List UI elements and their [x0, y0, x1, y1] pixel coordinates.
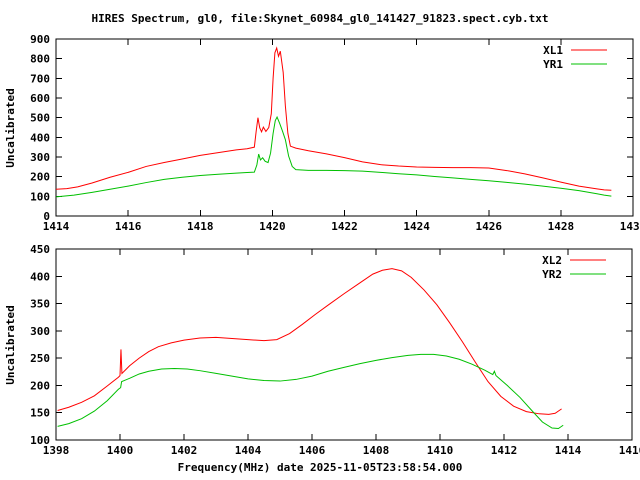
- x-tick-label: 1424: [403, 220, 430, 233]
- y-tick-label: 400: [30, 270, 50, 283]
- y-tick-label: 250: [30, 352, 50, 365]
- legend-label-XL1: XL1: [543, 44, 563, 57]
- x-tick-label: 1410: [427, 444, 454, 457]
- x-tick-label: 1426: [476, 220, 503, 233]
- x-tick-label: 1416: [115, 220, 142, 233]
- x-tick-label: 1416: [619, 444, 640, 457]
- y-tick-label: 300: [30, 151, 50, 164]
- x-tick-label: 1398: [43, 444, 70, 457]
- y-tick-label: 300: [30, 325, 50, 338]
- y-tick-label: 700: [30, 72, 50, 85]
- y-tick-label: 100: [30, 190, 50, 203]
- x-tick-label: 1414: [43, 220, 70, 233]
- plot-border: [55, 248, 633, 441]
- series-line-YR1: [55, 115, 612, 198]
- y-tick-label: 800: [30, 53, 50, 66]
- x-tick-label: 1420: [259, 220, 286, 233]
- x-tick-label: 1422: [331, 220, 358, 233]
- y-tick-label: 500: [30, 112, 50, 125]
- bottom-spectrum-panel: 1398 1400 1402 1404 1406 1408 1410 1412 1414 1416…: [30, 243, 640, 457]
- series-line-YR2: [57, 353, 564, 430]
- y-tick-label: 200: [30, 379, 50, 392]
- y-tick-label: 900: [30, 33, 50, 46]
- series-line-XL2: [57, 268, 562, 415]
- x-tick-label: 1406: [299, 444, 326, 457]
- y-tick-label: 0: [43, 210, 50, 223]
- y-tick-label: 200: [30, 171, 50, 184]
- x-tick-label: 1414: [555, 444, 582, 457]
- legend-label-YR1: YR1: [543, 58, 563, 71]
- top-y-axis-label: Uncalibrated: [4, 88, 17, 167]
- x-tick-label: 1412: [491, 444, 518, 457]
- legend-label-XL2: XL2: [542, 254, 562, 267]
- y-tick-label: 450: [30, 243, 50, 256]
- series-line-XL1: [55, 46, 612, 191]
- x-tick-label: 1418: [187, 220, 214, 233]
- x-tick-label: 1428: [548, 220, 575, 233]
- y-tick-label: 600: [30, 92, 50, 105]
- x-tick-label: 1402: [171, 444, 198, 457]
- y-tick-label: 150: [30, 407, 50, 420]
- legend-label-YR2: YR2: [542, 268, 562, 281]
- y-tick-label: 350: [30, 298, 50, 311]
- x-tick-label: 1404: [235, 444, 262, 457]
- bottom-y-axis-label: Uncalibrated: [4, 305, 17, 384]
- x-axis-label: Frequency(MHz) date 2025-11-05T23:58:54.…: [178, 461, 463, 474]
- chart-title: HIRES Spectrum, gl0, file:Skynet_60984_g…: [92, 12, 549, 25]
- axis-frame: 1398 1400 1402 1404 1406 1408 1410 1412 1414 1416…: [30, 243, 640, 457]
- x-tick-label: 1408: [363, 444, 390, 457]
- x-tick-label: 1400: [107, 444, 134, 457]
- y-tick-label: 100: [30, 434, 50, 447]
- y-tick-label: 400: [30, 131, 50, 144]
